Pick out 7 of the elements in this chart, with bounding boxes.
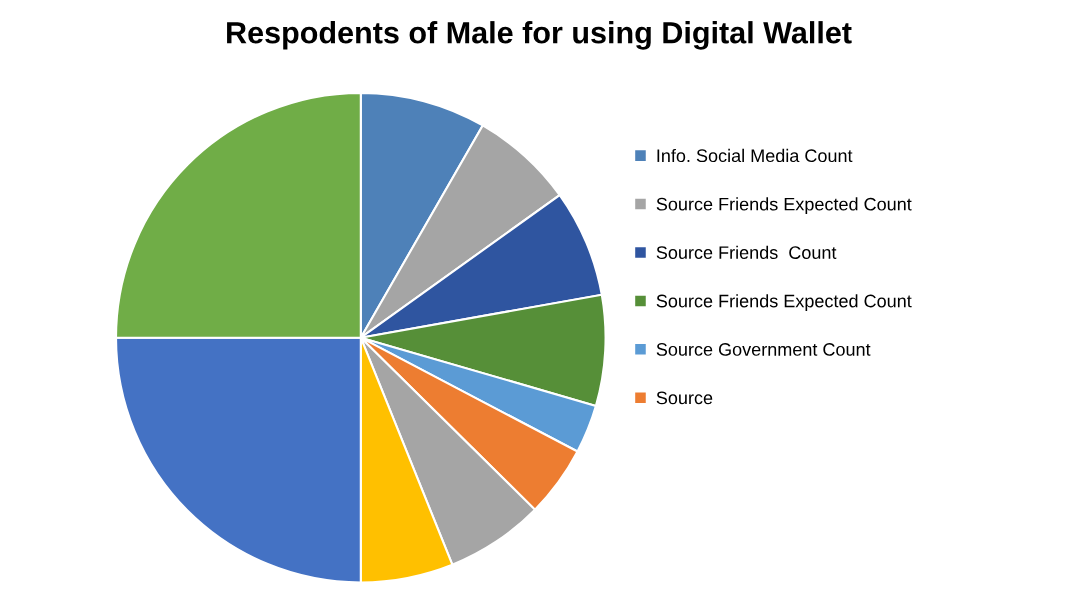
legend-label: Info. Social Media Count xyxy=(657,148,853,163)
legend-label: Source xyxy=(656,391,713,405)
legend-label: Source Friends Count xyxy=(656,245,837,259)
legend-label: Source Friends Expected Count xyxy=(656,197,912,215)
chart-title: Respodents of Male for using Digital Wallet xyxy=(227,21,852,50)
legend-label: Source Friends Expected Count xyxy=(656,294,912,311)
legend-label: Source Government Count xyxy=(656,343,871,356)
